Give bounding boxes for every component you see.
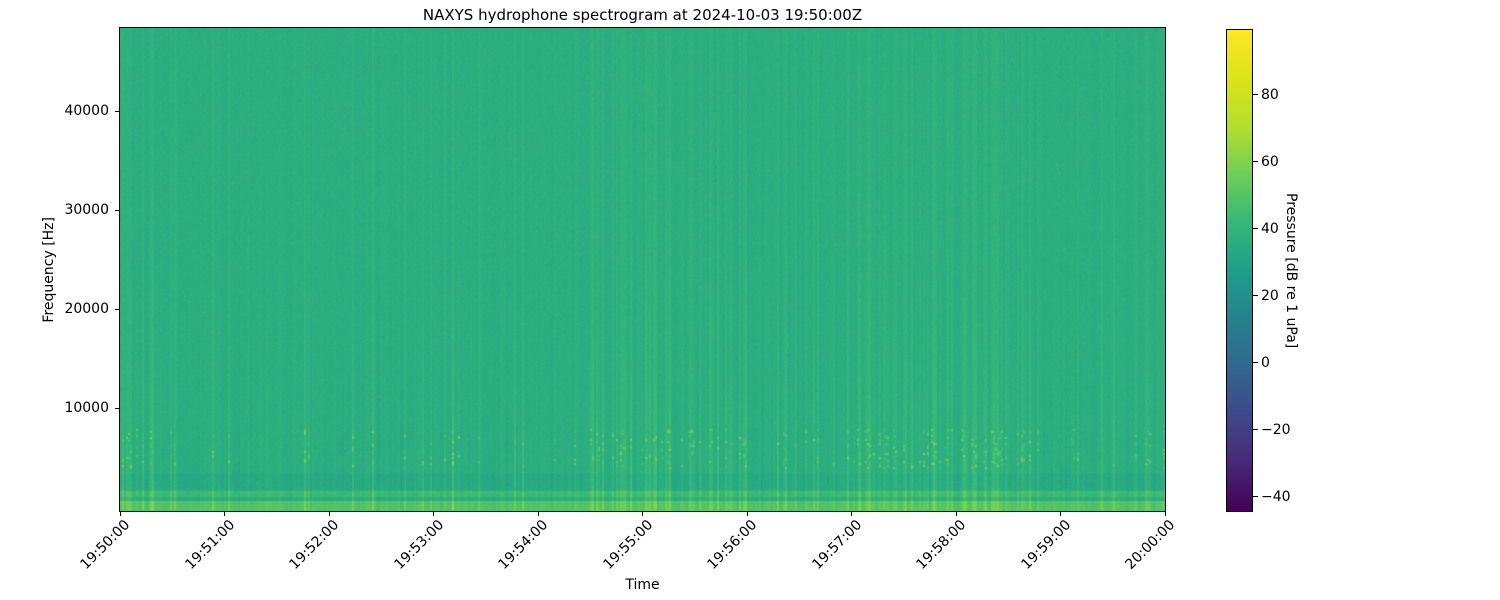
x-tick-label: 19:57:00 — [809, 517, 865, 573]
y-axis-label-wrap: Frequency [Hz] — [41, 28, 57, 511]
x-tick-mark — [1164, 511, 1166, 516]
x-tick-mark — [1060, 511, 1061, 516]
x-tick-mark — [119, 511, 121, 516]
x-axis-label: Time — [625, 577, 660, 593]
x-tick-label: 19:53:00 — [391, 517, 447, 573]
x-tick-label: 19:55:00 — [600, 517, 656, 573]
x-tick-label: 19:59:00 — [1018, 517, 1074, 573]
colorbar-tick-mark — [1253, 429, 1258, 431]
x-tick-label: 19:51:00 — [182, 517, 238, 573]
colorbar-tick-label: 40 — [1261, 220, 1279, 237]
colorbar-tick-mark — [1253, 94, 1258, 96]
colorbar — [1226, 29, 1253, 512]
y-tick-label: 30000 — [64, 202, 109, 219]
x-tick-mark — [328, 511, 330, 516]
colorbar-tick-label: 80 — [1261, 86, 1279, 103]
spectrogram-image — [120, 28, 1165, 511]
y-tick-mark — [115, 209, 120, 211]
y-tick-label: 40000 — [64, 103, 109, 120]
colorbar-tick-mark — [1253, 496, 1258, 498]
y-tick-mark — [115, 407, 120, 409]
chart-title: NAXYS hydrophone spectrogram at 2024-10-… — [422, 6, 863, 24]
x-tick-mark — [433, 511, 434, 516]
x-tick-label: 20:00:00 — [1122, 517, 1179, 573]
colorbar-label-wrap: Pressure [dB re 1 uPa] — [1283, 30, 1299, 511]
y-tick-label: 20000 — [64, 301, 109, 318]
colorbar-label: Pressure [dB re 1 uPa] — [1283, 192, 1299, 349]
y-axis-label: Frequency [Hz] — [41, 216, 57, 323]
y-tick-label: 10000 — [64, 400, 109, 417]
colorbar-tick-label: 0 — [1261, 354, 1270, 371]
y-tick-mark — [115, 308, 120, 310]
colorbar-tick-label: −20 — [1261, 421, 1291, 438]
colorbar-tick-label: 20 — [1261, 287, 1279, 304]
x-tick-mark — [851, 511, 852, 516]
x-tick-label: 19:52:00 — [286, 517, 343, 573]
x-tick-mark — [642, 511, 643, 516]
x-tick-mark — [224, 511, 225, 516]
colorbar-gradient — [1227, 30, 1252, 511]
x-tick-mark — [746, 511, 748, 516]
colorbar-tick-label: −40 — [1261, 488, 1291, 505]
plot-area — [119, 27, 1166, 512]
colorbar-tick-label: 60 — [1261, 153, 1279, 170]
x-tick-mark — [955, 511, 957, 516]
x-tick-label: 19:54:00 — [495, 517, 552, 573]
x-tick-label: 19:50:00 — [77, 517, 134, 573]
colorbar-tick-mark — [1253, 295, 1258, 297]
y-tick-mark — [115, 110, 120, 112]
x-tick-label: 19:56:00 — [704, 517, 761, 573]
x-tick-mark — [537, 511, 539, 516]
colorbar-tick-mark — [1253, 161, 1258, 163]
x-tick-label: 19:58:00 — [913, 517, 970, 573]
colorbar-tick-mark — [1253, 362, 1258, 364]
colorbar-tick-mark — [1253, 228, 1258, 230]
